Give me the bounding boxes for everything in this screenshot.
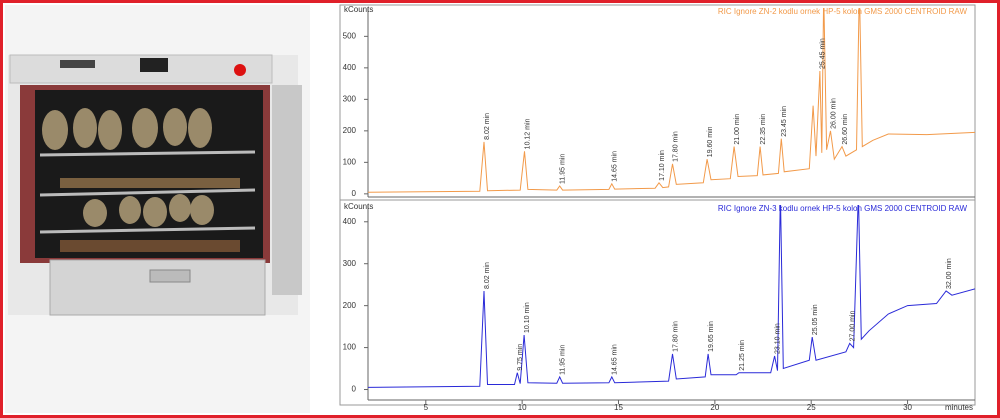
plot: [368, 8, 975, 193]
y-tick-label: 200: [343, 126, 357, 135]
chart-title: RIC Ignore ZN-2 kodlu ornek HP-5 kolon G…: [718, 7, 968, 16]
peak-label: 23.10 min: [774, 323, 781, 354]
chart-panel: [339, 4, 976, 201]
peak-label: 23.45 min: [781, 106, 788, 137]
data-line: [368, 205, 975, 388]
peak-label: 25.05 min: [812, 304, 819, 335]
peak-label: 17.10 min: [659, 150, 666, 181]
peak-label: 8.02 min: [484, 113, 491, 140]
peak-label: 32.00 min: [946, 258, 953, 289]
x-tick-label: 15: [614, 403, 623, 412]
chart-panel: [339, 199, 976, 406]
x-tick-label: 5: [424, 403, 429, 412]
peak-label: 21.25 min: [739, 340, 746, 371]
peak-label: 26.00 min: [830, 98, 837, 129]
y-tick-label: 300: [343, 259, 357, 268]
peak-label: 26.60 min: [842, 114, 849, 145]
data-line: [368, 8, 975, 193]
peak-label: 10.10 min: [524, 302, 531, 333]
peak-label: 11.95 min: [560, 154, 567, 184]
photo: [5, 5, 310, 413]
peak-label: 8.02 min: [484, 262, 491, 289]
y-tick-label: 500: [343, 31, 357, 40]
x-tick-label: 10: [518, 403, 527, 412]
peak-label: 17.80 min: [672, 131, 679, 162]
y-tick-label: 0: [352, 189, 357, 198]
y-tick-label: 100: [343, 343, 357, 352]
peak-label: 9.75 min: [517, 344, 524, 371]
chart-title: RIC Ignore ZN-3 kodlu ornek HP-5 kolon G…: [718, 204, 968, 213]
peak-label: 14.65 min: [612, 151, 619, 182]
peak-label: 27.00 min: [850, 311, 857, 342]
x-tick-label: 20: [710, 403, 719, 412]
peak-label: 21.00 min: [734, 114, 741, 145]
y-tick-label: 100: [343, 157, 357, 166]
y-tick-label: 200: [343, 301, 357, 310]
peak-label: 11.95 min: [560, 345, 567, 375]
x-tick-label: 25: [807, 403, 816, 412]
y-axis-label: kCounts: [344, 202, 373, 211]
x-axis-label: minutes: [945, 403, 973, 412]
x-tick-label: 30: [903, 403, 912, 412]
peak-label: 22.35 min: [760, 114, 767, 145]
y-tick-label: 400: [343, 217, 357, 226]
peak-label: 19.65 min: [708, 321, 715, 352]
y-axis-label: kCounts: [344, 5, 373, 14]
peak-label: 17.80 min: [672, 321, 679, 352]
peak-label: 19.60 min: [707, 126, 714, 157]
peak-label: 10.12 min: [524, 118, 531, 149]
peak-label: 14.65 min: [612, 344, 619, 375]
plot: [368, 205, 975, 388]
y-tick-label: 0: [352, 385, 357, 394]
y-tick-label: 400: [343, 63, 357, 72]
y-tick-label: 300: [343, 94, 357, 103]
peak-label: 25.45 min: [820, 38, 827, 69]
